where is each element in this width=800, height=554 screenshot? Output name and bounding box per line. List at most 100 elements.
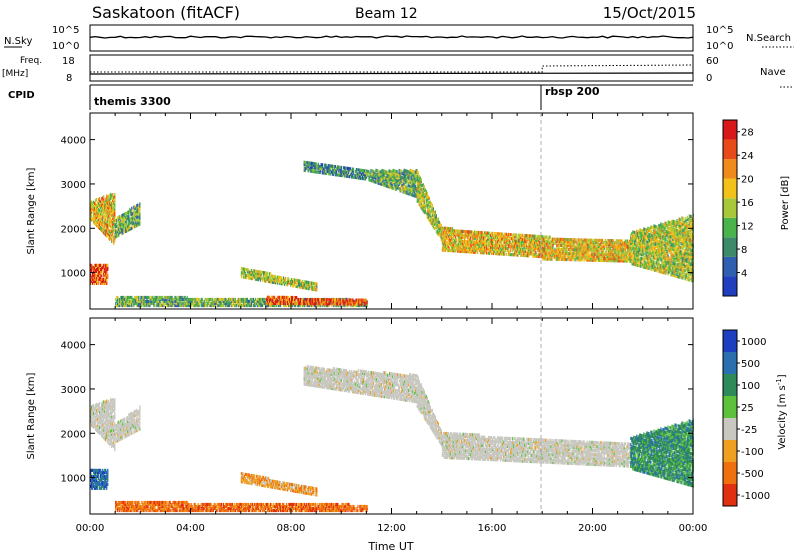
echo-cell xyxy=(127,216,129,220)
echo-cell xyxy=(431,207,433,211)
echo-cell xyxy=(409,172,411,176)
echo-cell xyxy=(287,297,289,302)
echo-cell xyxy=(315,303,317,308)
echo-cell xyxy=(105,229,107,233)
echo-cell xyxy=(320,300,322,304)
echo-cell xyxy=(266,297,269,301)
echo-cell xyxy=(411,179,413,183)
echo-cell xyxy=(389,173,391,177)
echo-cell xyxy=(122,221,124,225)
echo-cell xyxy=(434,210,436,214)
echo-cell xyxy=(251,273,254,277)
echo-cell xyxy=(247,299,250,304)
echo-cell xyxy=(361,300,363,304)
echo-cell xyxy=(363,169,366,173)
echo-cell xyxy=(421,203,423,207)
echo-cell xyxy=(418,192,420,197)
echo-cell xyxy=(298,279,300,283)
echo-cell xyxy=(129,221,131,225)
echo-cell xyxy=(284,278,286,282)
nsky-trace xyxy=(89,35,694,39)
echo-cell xyxy=(125,229,127,233)
echo-cell xyxy=(215,299,217,304)
echo-cell xyxy=(427,195,429,199)
nsky-tick-top: 10^5 xyxy=(52,25,79,36)
echo-cell xyxy=(241,269,244,273)
echo-cell xyxy=(401,176,403,180)
echo-cell xyxy=(252,303,255,308)
echo-cell xyxy=(167,303,169,308)
echo-cell xyxy=(265,303,268,308)
echo-cell xyxy=(93,269,95,273)
echo-cell xyxy=(100,281,102,285)
echo-cell xyxy=(92,277,94,281)
echo-cell xyxy=(415,190,417,195)
echo-cell xyxy=(123,220,125,225)
echo-cell xyxy=(96,267,98,271)
echo-cell xyxy=(136,297,138,302)
echo-cell xyxy=(194,299,196,304)
echo-cell xyxy=(395,173,397,177)
echo-cell xyxy=(130,227,132,231)
echo-cell xyxy=(117,216,119,220)
echo-cell xyxy=(253,273,256,277)
echo-cell xyxy=(129,217,131,221)
echo-cell xyxy=(165,301,167,306)
echo-cell xyxy=(386,184,388,188)
echo-cell xyxy=(126,223,128,227)
echo-cell xyxy=(420,196,422,200)
echo-cell xyxy=(403,168,405,172)
echo-cell xyxy=(342,300,344,304)
echo-cell xyxy=(197,303,199,308)
echo-cell xyxy=(433,216,435,221)
echo-cell xyxy=(158,299,160,304)
echo-cell xyxy=(130,295,132,300)
echo-cell xyxy=(151,299,153,304)
echo-cell xyxy=(103,211,105,215)
echo-cell xyxy=(402,190,404,194)
echo-cell xyxy=(120,218,122,222)
echo-cell xyxy=(304,302,306,306)
echo-cell xyxy=(328,170,330,174)
echo-cell xyxy=(366,169,368,173)
echo-cell xyxy=(279,282,282,286)
echo-cell xyxy=(142,297,144,302)
echo-cell xyxy=(275,279,278,283)
echo-cell xyxy=(225,299,227,304)
echo-cell xyxy=(120,295,122,300)
echo-cell xyxy=(417,179,419,183)
echo-cell xyxy=(98,263,100,267)
echo-cell xyxy=(331,168,333,172)
echo-cell xyxy=(130,299,132,304)
echo-cell xyxy=(362,173,365,177)
echo-cell xyxy=(158,303,160,308)
echo-cell xyxy=(266,303,269,308)
echo-cell xyxy=(318,170,320,174)
echo-cell xyxy=(310,303,312,308)
echo-cell xyxy=(357,303,359,308)
echo-cell xyxy=(105,197,107,201)
echo-cell xyxy=(140,303,142,308)
echo-cell xyxy=(129,223,131,227)
echo-cell xyxy=(245,268,248,272)
echo-cell xyxy=(416,197,418,201)
echo-cell xyxy=(278,303,281,308)
echo-cell xyxy=(98,222,100,226)
echo-cell xyxy=(184,295,186,300)
echo-cell xyxy=(108,202,110,206)
echo-cell xyxy=(156,295,158,300)
echo-cell xyxy=(136,204,138,208)
echo-cell xyxy=(327,164,329,168)
echo-cell xyxy=(96,197,98,202)
echo-cell xyxy=(400,179,402,183)
echo-cell xyxy=(226,301,228,306)
echo-cell xyxy=(320,302,322,306)
echo-cell xyxy=(362,177,365,181)
echo-cell xyxy=(246,303,249,308)
echo-cell xyxy=(258,299,261,304)
echo-cell xyxy=(134,213,136,217)
echo-cell xyxy=(331,164,333,168)
echo-cell xyxy=(105,273,107,277)
echo-cell xyxy=(348,298,350,302)
echo-cell xyxy=(296,282,298,286)
